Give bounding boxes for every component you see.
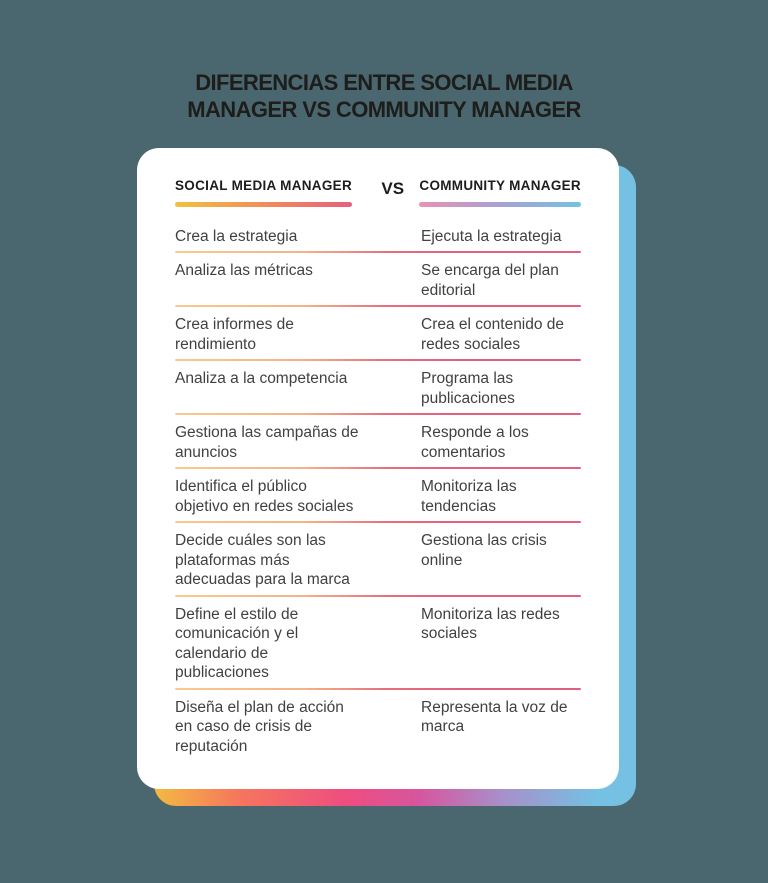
community-manager-header: COMMUNITY MANAGER (419, 178, 581, 207)
cm-task: Responde a los comentarios (421, 424, 529, 461)
cm-task: Gestiona las crisis online (421, 532, 547, 569)
comparison-card-wrapper: SOCIAL MEDIA MANAGER VS COMMUNITY MANAGE… (137, 147, 636, 807)
table-row: Define el estilo de comunicación y el ca… (175, 597, 581, 691)
table-row: Analiza a la competencia Programa las pu… (175, 361, 581, 416)
cm-task: Se encarga del plan editorial (421, 262, 559, 299)
smm-task: Decide cuáles son las plataformas más ad… (175, 532, 350, 589)
table-row: Decide cuáles son las plataformas más ad… (175, 523, 581, 597)
smm-task: Crea la estrategia (175, 227, 298, 245)
cm-task: Programa las publicaciones (421, 370, 515, 407)
page-title-line-2: MANAGER VS COMMUNITY MANAGER (187, 96, 581, 122)
page-title: DIFERENCIAS ENTRE SOCIAL MEDIA MANAGER V… (104, 70, 664, 124)
page-title-line-1: DIFERENCIAS ENTRE SOCIAL MEDIA (195, 70, 573, 95)
vs-label: VS (381, 178, 405, 198)
community-manager-label: COMMUNITY MANAGER (419, 177, 581, 193)
column-headers-row: SOCIAL MEDIA MANAGER VS COMMUNITY MANAGE… (175, 178, 581, 207)
smm-task: Crea informes de rendimiento (175, 316, 294, 353)
cm-task: Ejecuta la estrategia (421, 227, 562, 245)
cm-task: Monitoriza las tendencias (421, 478, 517, 515)
social-media-manager-header: SOCIAL MEDIA MANAGER (175, 177, 353, 207)
community-manager-underline (419, 201, 581, 207)
table-row: Gestiona las campañas de anuncios Respon… (175, 415, 581, 470)
table-row: Crea la estrategia Ejecuta la estrategia (175, 219, 581, 254)
comparison-rows: Crea la estrategia Ejecuta la estrategia… (175, 219, 581, 764)
smm-task: Analiza las métricas (175, 262, 313, 280)
social-media-manager-underline (175, 201, 353, 207)
cm-task: Representa la voz de marca (421, 698, 568, 736)
smm-task: Gestiona las campañas de anuncios (175, 424, 359, 461)
table-row: Identifica el público objetivo en redes … (175, 469, 581, 524)
table-row: Crea informes de rendimiento Crea el con… (175, 307, 581, 362)
cm-task: Crea el contenido de redes sociales (421, 316, 565, 353)
smm-task: Identifica el público objetivo en redes … (175, 478, 354, 515)
comparison-card: SOCIAL MEDIA MANAGER VS COMMUNITY MANAGE… (137, 147, 619, 790)
smm-task: Define el estilo de comunicación y el ca… (175, 605, 299, 682)
table-row: Analiza las métricas Se encarga del plan… (175, 253, 581, 308)
smm-task: Analiza a la competencia (175, 370, 348, 388)
cm-task: Monitoriza las redes sociales (421, 605, 560, 643)
smm-task: Diseña el plan de acción en caso de cris… (175, 698, 344, 755)
social-media-manager-label: SOCIAL MEDIA MANAGER (175, 177, 353, 193)
table-row: Diseña el plan de acción en caso de cris… (175, 690, 581, 764)
